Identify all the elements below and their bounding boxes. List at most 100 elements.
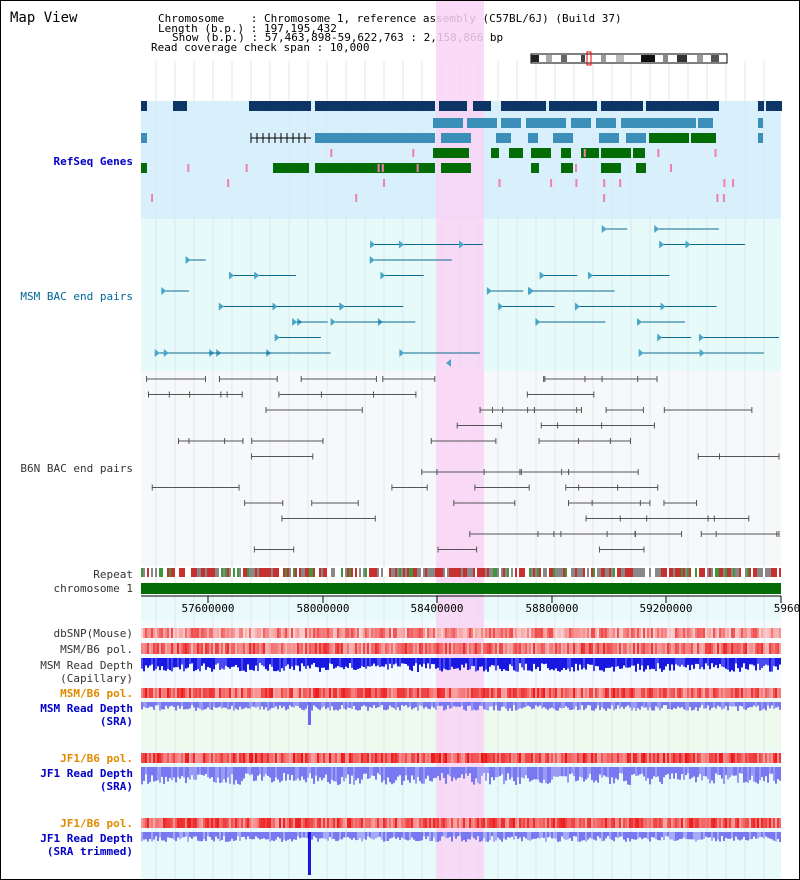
heat-cell [203, 818, 205, 828]
msm-bac-end-marker [339, 302, 345, 311]
heat-cell [405, 818, 407, 828]
heat-cell [141, 643, 143, 654]
heat-cell [565, 688, 567, 698]
depth-bar [553, 658, 555, 671]
heat-cell [251, 643, 253, 654]
depth-bar [249, 702, 251, 709]
heat-cell [553, 643, 555, 654]
depth-bar [545, 658, 547, 664]
depth-bar [697, 702, 699, 711]
heat-cell [549, 643, 551, 654]
heat-cell [435, 818, 437, 828]
heat-cell [169, 753, 171, 763]
heat-cell [603, 688, 605, 698]
depth-bar [423, 832, 425, 837]
heat-cell [711, 753, 713, 763]
heat-cell [319, 688, 321, 698]
depth-bar [761, 658, 763, 668]
msm-bac-track-label: MSM BAC end pairs [20, 290, 133, 303]
depth-bar [613, 767, 615, 784]
gene-pseudo-mark [377, 164, 380, 172]
heat-cell [755, 643, 757, 654]
heat-cell [459, 753, 461, 763]
repeat-mark [491, 568, 493, 577]
repeat-mark [237, 568, 239, 577]
heat-cell [329, 818, 331, 828]
depth-bar [183, 702, 185, 710]
heat-cell [475, 688, 477, 698]
heat-cell [481, 643, 483, 654]
heat-cell [255, 818, 257, 828]
depth-bar [773, 702, 775, 709]
heat-cell [657, 643, 659, 654]
heat-cell [511, 628, 513, 638]
depth-bar [149, 832, 151, 840]
heat-cell [611, 643, 613, 654]
heat-cell [703, 753, 705, 763]
depth-bar [269, 832, 271, 842]
heat-cell [615, 628, 617, 638]
heat-cell [469, 818, 471, 828]
depth-bar [173, 658, 175, 668]
depth-bar [397, 832, 399, 838]
heat-cell [689, 753, 691, 763]
heat-cell [249, 818, 251, 828]
depth-bar [761, 832, 763, 838]
repeat-mark [691, 568, 693, 577]
depth-bar [411, 658, 413, 671]
heat-cell [377, 643, 379, 654]
depth-bar [599, 832, 601, 839]
depth-bar [441, 767, 443, 774]
repeat-mark [295, 568, 297, 577]
depth-bar [417, 767, 419, 777]
depth-bar [691, 702, 693, 711]
depth-bar [641, 767, 643, 774]
heat-cell [661, 688, 663, 698]
depth-bar [547, 832, 549, 838]
heat-cell [459, 628, 461, 638]
heat-cell [443, 628, 445, 638]
chromosome-bar [141, 583, 781, 594]
heat-cell [287, 688, 289, 698]
heat-cell [469, 643, 471, 654]
heat-cell [717, 753, 719, 763]
depth-bar [521, 767, 523, 778]
heat-cell [177, 628, 179, 638]
heat-cell [399, 818, 401, 828]
heat-cell [661, 628, 663, 638]
heat-cell [779, 643, 781, 654]
heat-cell [191, 753, 193, 763]
depth-bar [249, 832, 251, 839]
depth-bar [155, 832, 157, 837]
heat-cell [659, 753, 661, 763]
heat-cell [423, 753, 425, 763]
depth-bar [271, 832, 273, 841]
heat-cell [731, 753, 733, 763]
msm-bac-end-marker [637, 318, 643, 326]
heat-cell [391, 753, 393, 763]
heat-cell [343, 753, 345, 763]
depth-bar [591, 832, 593, 840]
gene-exon [599, 133, 619, 143]
span-info: Read coverage check span : 10,000 [151, 42, 370, 53]
depth-bar [377, 832, 379, 838]
depth-bar [197, 658, 199, 670]
heat-cell [635, 628, 637, 638]
heat-cell [373, 643, 375, 654]
heat-cell [415, 818, 417, 828]
heat-cell [501, 688, 503, 698]
heat-cell [591, 753, 593, 763]
heat-cell [707, 688, 709, 698]
heat-cell [647, 628, 649, 638]
heat-cell [173, 628, 175, 638]
depth-bar [585, 832, 587, 842]
depth-bar [501, 702, 503, 707]
heat-cell [291, 643, 293, 654]
depth-bar [731, 832, 733, 838]
heat-cell [631, 688, 633, 698]
heat-cell [469, 688, 471, 698]
depth-bar [547, 702, 549, 711]
heat-cell [419, 818, 421, 828]
depth-bar [589, 658, 591, 665]
